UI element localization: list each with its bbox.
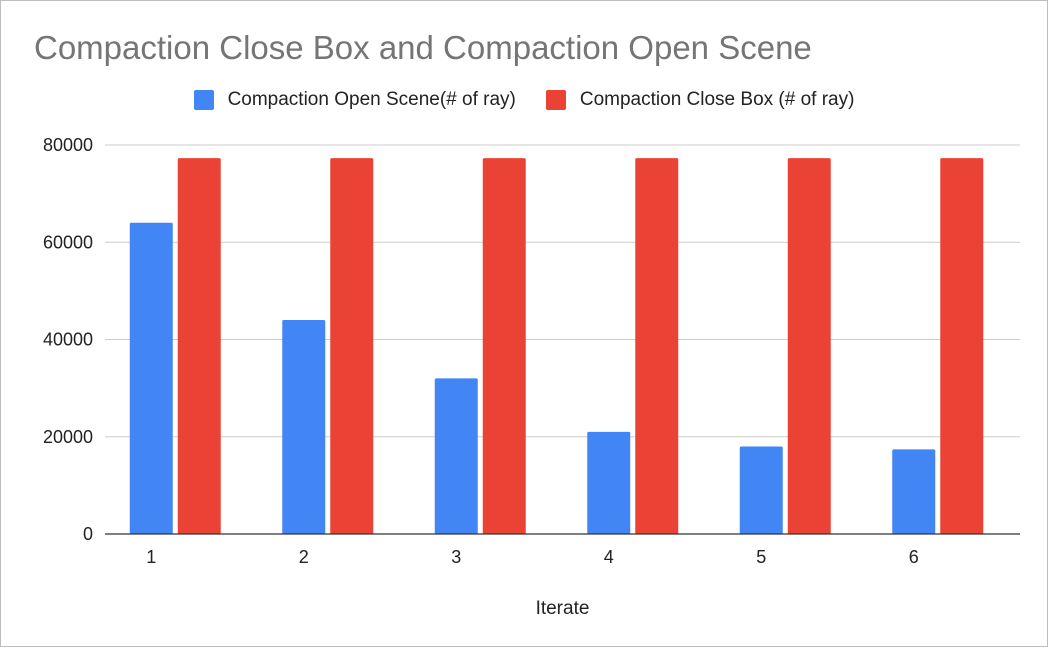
y-tick-label: 40000 xyxy=(43,330,93,350)
gridlines xyxy=(105,144,1020,438)
bar-series-1-cat-3[interactable] xyxy=(434,378,478,534)
y-tick-label: 80000 xyxy=(43,135,93,155)
bar-series-2-cat-6[interactable] xyxy=(940,158,984,534)
bar-series-1-cat-1[interactable] xyxy=(129,222,173,535)
legend-item-series-1[interactable]: Compaction Open Scene(# of ray) xyxy=(193,89,516,111)
bar-series-1-cat-4[interactable] xyxy=(587,431,631,534)
legend-label-series-1: Compaction Open Scene(# of ray) xyxy=(227,89,516,110)
bar-series-2-cat-3[interactable] xyxy=(482,158,526,534)
legend-swatch-series-2 xyxy=(545,90,566,110)
y-tick-label: 20000 xyxy=(43,427,93,447)
x-tick-label: 5 xyxy=(756,547,766,567)
y-tick-label: 0 xyxy=(83,524,93,544)
x-tick-label: 6 xyxy=(909,547,919,567)
x-tick-label: 2 xyxy=(299,547,309,567)
bar-series-1-cat-6[interactable] xyxy=(892,449,936,534)
chart-legend: Compaction Open Scene(# of ray) Compacti… xyxy=(1,89,1047,111)
bar-series-1-cat-2[interactable] xyxy=(282,320,326,534)
x-axis-ticks: 1 2 3 4 5 6 xyxy=(146,547,919,567)
x-tick-label: 4 xyxy=(604,547,614,567)
chart-title: Compaction Close Box and Compaction Open… xyxy=(34,29,812,66)
bars xyxy=(129,158,984,535)
bar-series-2-cat-1[interactable] xyxy=(177,158,221,534)
x-tick-label: 3 xyxy=(451,547,461,567)
legend-item-series-2[interactable]: Compaction Close Box (# of ray) xyxy=(545,89,855,111)
legend-swatch-series-1 xyxy=(193,90,214,110)
y-axis-ticks: 0 20000 40000 60000 80000 xyxy=(43,135,93,544)
bar-series-2-cat-2[interactable] xyxy=(330,158,374,534)
bar-series-2-cat-4[interactable] xyxy=(635,158,679,534)
bar-series-1-cat-5[interactable] xyxy=(739,446,783,534)
x-axis-title: Iterate xyxy=(536,598,590,619)
x-tick-label: 1 xyxy=(146,547,156,567)
bar-series-2-cat-5[interactable] xyxy=(787,158,831,534)
y-tick-label: 60000 xyxy=(43,232,93,252)
legend-label-series-2: Compaction Close Box (# of ray) xyxy=(579,89,855,110)
